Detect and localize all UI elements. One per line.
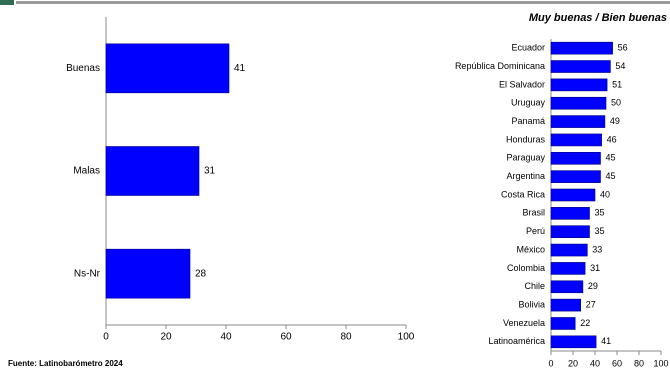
value-label: 45 (606, 153, 616, 163)
x-tick-label: 0 (103, 332, 109, 343)
category-label: Buenas (66, 63, 100, 74)
value-label: 28 (195, 268, 207, 279)
bar (550, 151, 601, 165)
value-label: 54 (615, 61, 625, 71)
value-label: 22 (580, 318, 590, 328)
bar (550, 262, 586, 275)
category-label: El Salvador (499, 79, 545, 89)
bar (550, 133, 602, 147)
x-tick-label: 0 (548, 358, 553, 368)
category-label: Perú (526, 226, 545, 236)
x-tick-label: 40 (590, 358, 600, 368)
value-label: 35 (595, 208, 605, 218)
value-label: 45 (606, 171, 616, 181)
bar (550, 317, 576, 330)
value-label: 46 (607, 134, 617, 144)
bar (105, 43, 230, 94)
value-label: 56 (618, 43, 628, 53)
bar (550, 41, 613, 55)
x-tick-label: 20 (160, 332, 172, 343)
category-label: Latinoamérica (488, 336, 545, 346)
x-tick-label: 100 (398, 332, 415, 343)
header-accent (0, 0, 14, 5)
bar (105, 248, 191, 299)
chart-title: Muy buenas / Bien buenas (529, 12, 667, 24)
bar (550, 78, 608, 92)
category-label: Bolivia (518, 299, 545, 309)
bar (550, 60, 611, 73)
bar (550, 225, 590, 239)
value-label: 41 (601, 336, 611, 346)
x-tick-label: 40 (220, 332, 232, 343)
value-label: 50 (611, 98, 621, 108)
value-label: 51 (612, 79, 622, 89)
value-label: 29 (588, 281, 598, 291)
category-label: Ecuador (511, 43, 545, 53)
category-label: Panamá (511, 116, 545, 126)
x-tick-label: 100 (653, 358, 668, 368)
value-label: 27 (586, 299, 596, 309)
value-label: 31 (204, 166, 216, 177)
category-label: República Dominicana (455, 61, 545, 71)
category-label: Ns-Nr (74, 268, 101, 279)
bar (550, 96, 607, 110)
value-label: 49 (610, 116, 620, 126)
x-tick-label: 20 (568, 358, 578, 368)
category-label: Costa Rica (501, 189, 545, 199)
bar (550, 207, 590, 220)
category-label: Argentina (506, 171, 545, 181)
category-label: Uruguay (511, 98, 546, 108)
value-label: 33 (592, 244, 602, 254)
category-label: Honduras (506, 134, 546, 144)
bar (550, 298, 582, 312)
category-label: Malas (73, 166, 100, 177)
bar (105, 146, 200, 196)
bar (550, 188, 596, 202)
bar (550, 280, 584, 294)
bar (550, 115, 606, 128)
bar (550, 170, 601, 183)
category-label: Brasil (522, 208, 545, 218)
category-label: Colombia (507, 263, 545, 273)
category-label: Venezuela (503, 318, 545, 328)
source-note: Fuente: Latinobarómetro 2024 (8, 359, 123, 368)
bar (550, 335, 597, 349)
category-label: Paraguay (506, 153, 545, 163)
x-tick-label: 60 (612, 358, 622, 368)
x-tick-label: 80 (634, 358, 644, 368)
value-label: 40 (600, 189, 610, 199)
x-tick-label: 60 (280, 332, 292, 343)
value-label: 35 (595, 226, 605, 236)
header-rule (16, 1, 670, 4)
x-tick-label: 80 (340, 332, 352, 343)
category-label: México (516, 244, 545, 254)
value-label: 31 (590, 263, 600, 273)
bar (550, 243, 588, 257)
value-label: 41 (234, 63, 246, 74)
category-label: Chile (524, 281, 545, 291)
